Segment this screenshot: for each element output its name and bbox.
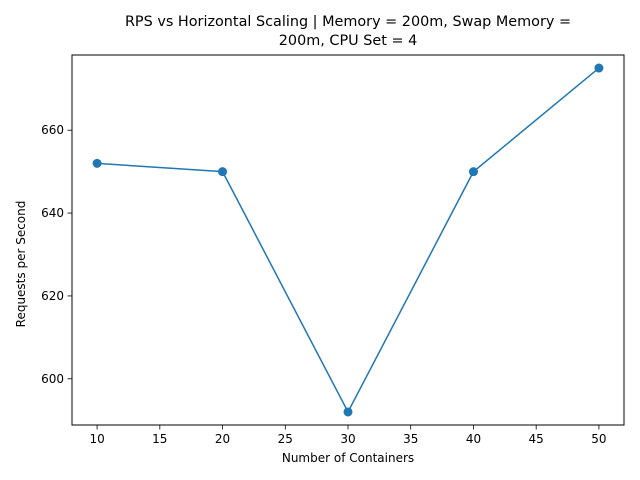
data-point [594,63,604,73]
y-tick-label: 600 [41,372,64,386]
plot-frame [71,54,625,426]
x-tick-label: 10 [89,432,104,446]
y-axis-label: Requests per Second [14,201,28,328]
x-tick-label: 15 [152,432,167,446]
x-axis-label: Number of Containers [282,451,414,465]
y-tick-label: 620 [41,289,64,303]
x-tick-label: 40 [466,432,481,446]
x-tick-label: 50 [591,432,606,446]
x-tick-label: 30 [340,432,355,446]
data-point [218,167,228,177]
chart-title-line1: RPS vs Horizontal Scaling | Memory = 200… [125,14,571,30]
data-point [92,158,102,168]
chart-title-line2: 200m, CPU Set = 4 [279,33,417,49]
y-tick-label: 660 [41,123,64,137]
x-tick-label: 20 [215,432,230,446]
series-line [97,67,600,413]
data-point [468,167,478,177]
data-point [343,407,353,417]
x-tick-label: 25 [278,432,293,446]
x-tick-label: 35 [403,432,418,446]
x-tick-label: 45 [529,432,544,446]
y-tick-label: 640 [41,206,64,220]
